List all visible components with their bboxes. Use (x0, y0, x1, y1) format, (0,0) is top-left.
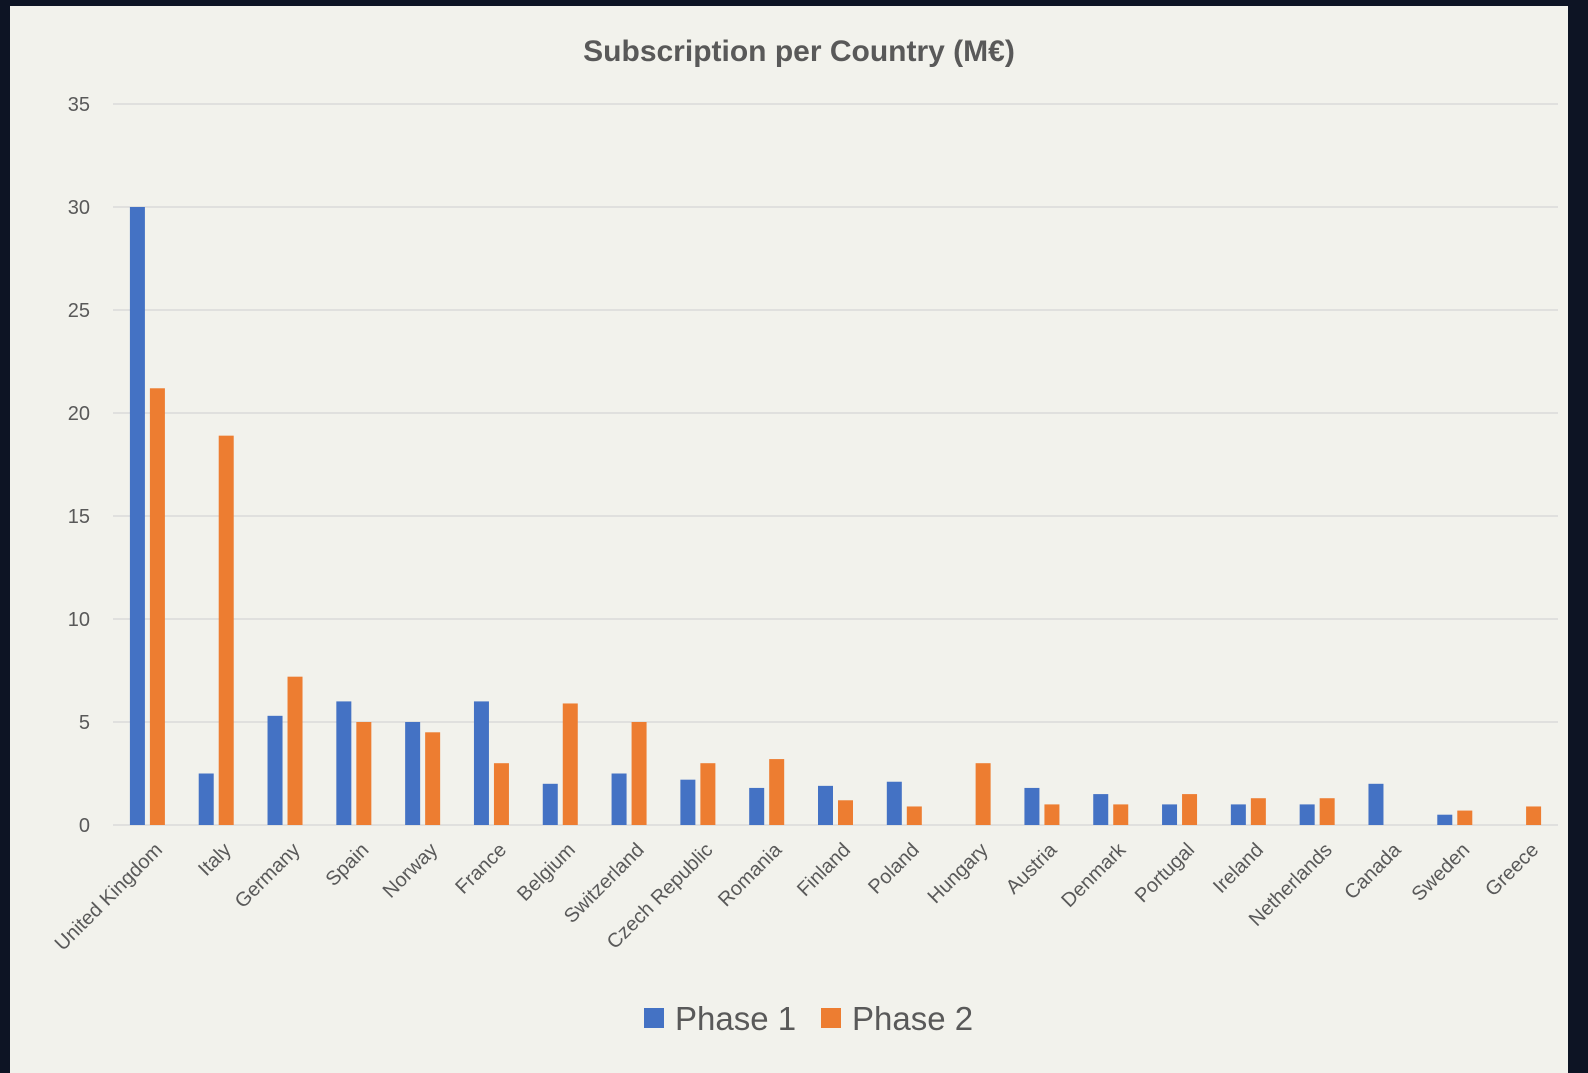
bar-1 (1368, 783, 1384, 825)
x-tick-label: United Kingdom (51, 839, 167, 955)
bar-2 (149, 388, 165, 825)
legend-swatch (821, 1008, 841, 1028)
bar-1 (680, 779, 696, 825)
bar-1 (542, 783, 558, 825)
x-tick-label: Belgium (513, 839, 580, 906)
bar-1 (1093, 794, 1109, 825)
bar-2 (1526, 806, 1542, 825)
legend-label: Phase 2 (852, 1000, 973, 1037)
chart-area: Subscription per Country (M€) 0 5 10 15 20 25… (10, 6, 1568, 1073)
y-tick-label: 15 (68, 506, 90, 528)
bar-2 (425, 732, 441, 825)
bar-1 (473, 701, 489, 825)
bar-1 (1230, 804, 1246, 825)
bar-2 (769, 759, 785, 825)
bar-2 (1457, 810, 1473, 825)
x-tick-label: Hungary (924, 839, 993, 908)
bar-2 (700, 763, 716, 825)
x-tick-label: Spain (322, 839, 374, 891)
bar-2 (1250, 798, 1266, 825)
y-tick-label: 10 (68, 609, 90, 631)
bar-2 (356, 722, 372, 825)
bar-2 (287, 676, 303, 825)
legend-label: Phase 1 (675, 1000, 796, 1037)
x-tick-label: Canada (1340, 838, 1406, 904)
bar-1 (336, 701, 352, 825)
bar-2 (493, 763, 509, 825)
x-tick-label: Romania (714, 838, 787, 911)
bar-1 (611, 773, 627, 825)
bar-1 (1299, 804, 1315, 825)
bar-1 (1162, 804, 1178, 825)
bar-1 (198, 773, 214, 825)
y-tick-label: 0 (79, 815, 90, 837)
bar-2 (1044, 804, 1060, 825)
legend-swatch (644, 1008, 664, 1028)
bar-2 (1182, 794, 1198, 825)
y-tick-label: 20 (68, 403, 90, 425)
legend: Phase 1 Phase 2 (644, 1000, 973, 1037)
x-tick-label: Greece (1481, 839, 1543, 901)
bar-1 (749, 787, 765, 825)
chart-title: Subscription per Country (M€) (583, 35, 1015, 68)
y-tick-label: 5 (79, 712, 90, 734)
bar-2 (975, 763, 991, 825)
x-tick-label: Austria (1002, 838, 1062, 898)
x-tick-label: Germany (231, 839, 305, 913)
bar-chart: Subscription per Country (M€) 0 5 10 15 20 25… (51, 35, 1558, 1037)
bar-2 (1319, 798, 1335, 825)
bar-2 (631, 722, 647, 825)
gridlines (113, 103, 1558, 826)
x-tick-label: Denmark (1057, 838, 1131, 912)
x-tick-label: Sweden (1408, 839, 1475, 906)
y-tick-label: 25 (68, 300, 90, 322)
bar-2 (906, 806, 922, 825)
bar-2 (562, 703, 578, 825)
y-axis-ticks: 0 5 10 15 20 25 30 35 (68, 94, 90, 837)
bar-2 (218, 435, 234, 825)
y-tick-label: 35 (68, 94, 90, 116)
x-tick-label: Portugal (1131, 839, 1199, 907)
bar-1 (129, 207, 145, 825)
bar-2 (838, 800, 853, 825)
bar-1 (267, 715, 283, 825)
x-tick-label: Ireland (1209, 839, 1268, 898)
x-tick-label: Norway (379, 839, 442, 902)
x-tick-label: France (451, 839, 511, 899)
x-tick-label: Italy (194, 839, 235, 880)
bar-2 (1113, 804, 1129, 825)
bar-1 (818, 785, 833, 825)
bar-1 (1024, 787, 1040, 825)
x-tick-label: Finland (793, 839, 855, 901)
bars (129, 207, 1542, 825)
bar-1 (886, 781, 902, 825)
x-tick-label: Poland (864, 839, 924, 899)
y-tick-label: 30 (68, 197, 90, 219)
bar-1 (1437, 814, 1453, 825)
bar-1 (405, 722, 421, 825)
